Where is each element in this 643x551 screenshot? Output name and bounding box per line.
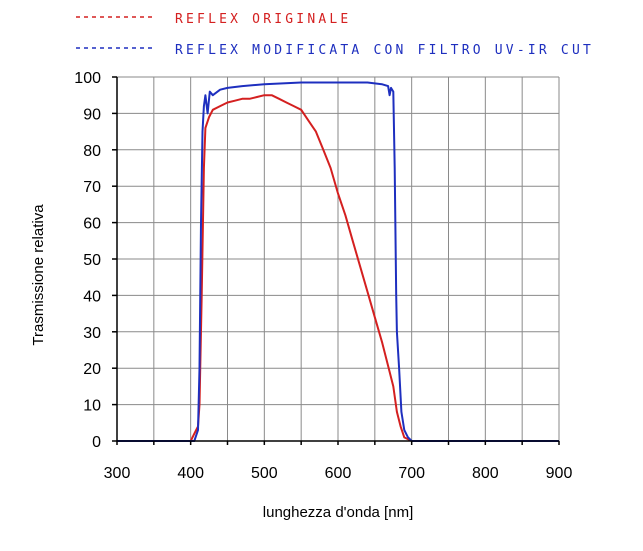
y-tick-label: 60 <box>83 216 101 233</box>
series-line-original <box>117 94 559 442</box>
y-tick-label: 10 <box>83 398 101 415</box>
legend-label-modified: REFLEX MODIFICATA CON FILTRO UV-IR CUT <box>175 43 594 58</box>
x-tick-label: 800 <box>472 465 499 482</box>
grid <box>116 76 560 442</box>
x-tick-label: 900 <box>546 465 573 482</box>
y-axis-title: Trasmissione relativa <box>30 204 47 346</box>
series-line-modified <box>117 81 559 442</box>
y-tick-label: 90 <box>83 106 101 123</box>
y-tick-label: 50 <box>83 252 101 269</box>
x-tick-label: 400 <box>177 465 204 482</box>
x-tick-label: 700 <box>398 465 425 482</box>
x-tick-label: 500 <box>251 465 278 482</box>
series-lines <box>117 81 559 442</box>
y-tick-label: 40 <box>83 288 101 305</box>
y-tick-label: 70 <box>83 179 101 196</box>
x-tick-label: 600 <box>325 465 352 482</box>
y-tick-label: 0 <box>92 434 101 451</box>
y-tick-label: 80 <box>83 143 101 160</box>
y-tick-labels: 0 10 20 30 40 50 60 70 80 90 100 <box>74 70 101 451</box>
legend-label-original: REFLEX ORIGINALE <box>175 12 351 27</box>
x-tick-labels: 300 400 500 600 700 800 900 <box>104 465 573 482</box>
x-axis-title: lunghezza d'onda [nm] <box>263 504 413 521</box>
y-tick-label: 30 <box>83 325 101 342</box>
legend: REFLEX ORIGINALE REFLEX MODIFICATA CON F… <box>76 12 594 58</box>
y-tick-label: 100 <box>74 70 101 87</box>
x-tick-label: 300 <box>104 465 131 482</box>
axes <box>112 76 560 445</box>
y-tick-label: 20 <box>83 361 101 378</box>
